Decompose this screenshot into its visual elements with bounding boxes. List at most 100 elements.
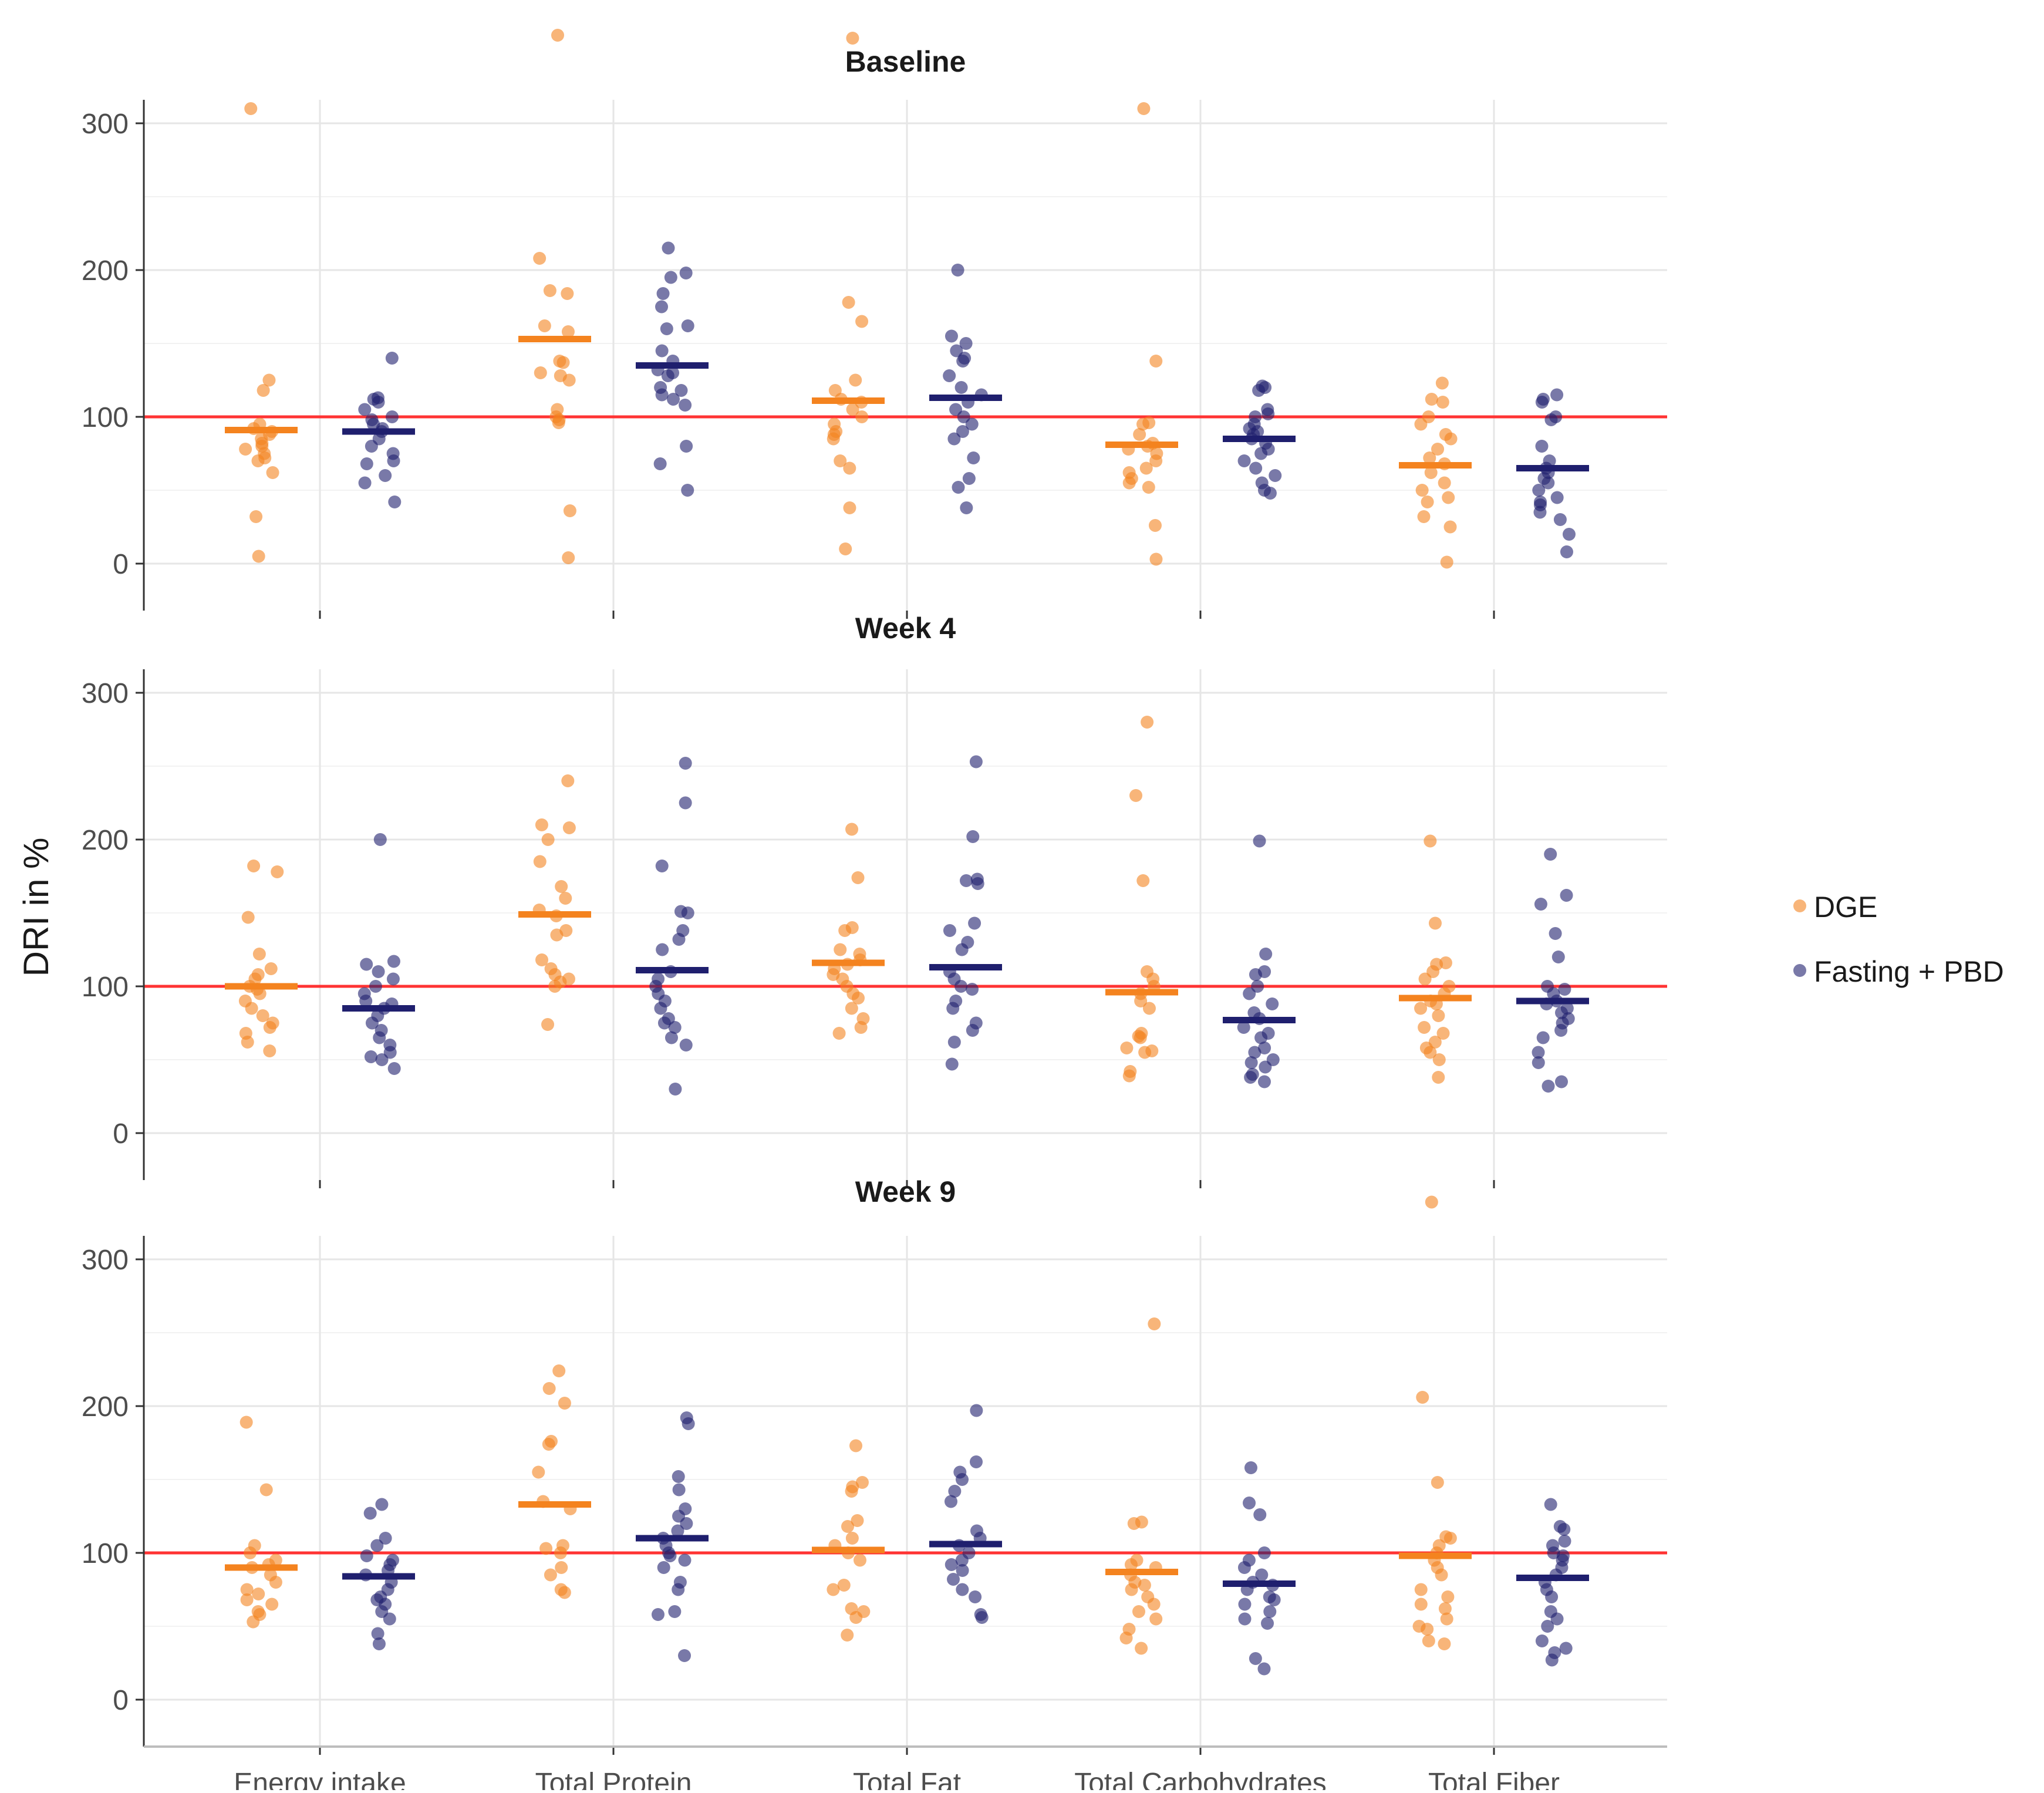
point-week-4-total-carbohydrates-fasting-pbd-5	[1243, 987, 1256, 1000]
point-baseline-total-fat-fasting-pbd-13	[956, 425, 969, 438]
point-week-9-total-fat-dge-15	[841, 1629, 854, 1642]
point-week-4-total-fat-fasting-pbd-3	[959, 874, 973, 887]
point-baseline-total-fat-fasting-pbd-1	[945, 329, 958, 343]
point-week-9-energy-intake-dge-11	[240, 1593, 254, 1606]
point-week-9-total-carbohydrates-fasting-pbd-2	[1253, 1508, 1267, 1521]
point-week-4-total-fat-dge-1	[851, 871, 865, 884]
point-baseline-total-protein-fasting-pbd-2	[664, 271, 677, 284]
text-layer: 0 100 200 300 Baseline 0 100 200 300 Week 4 0 100 20…	[16, 45, 1560, 1793]
point-baseline-total-fat-fasting-pbd-17	[952, 481, 965, 494]
point-week-9-total-protein-dge-5	[532, 1465, 545, 1479]
point-week-9-total-carbohydrates-dge-12	[1132, 1605, 1145, 1618]
point-week-4-energy-intake-fasting-pbd-2	[360, 958, 373, 971]
point-week-9-total-fat-fasting-pbd-17	[975, 1611, 989, 1624]
point-week-4-total-carbohydrates-dge-14	[1138, 1046, 1152, 1059]
point-baseline-total-protein-fasting-pbd-13	[674, 384, 688, 397]
point-week-4-total-fiber-dge-11	[1432, 1009, 1445, 1022]
point-week-4-total-protein-fasting-pbd-18	[679, 1039, 693, 1051]
point-week-4-energy-intake-dge-0	[247, 860, 261, 872]
point-week-9-total-fiber-dge-4	[1443, 1532, 1457, 1545]
point-week-9-total-protein-dge-4	[542, 1438, 555, 1451]
point-week-4-total-fat-fasting-pbd-14	[946, 1002, 960, 1015]
point-week-9-total-fiber-dge-12	[1414, 1597, 1428, 1611]
point-baseline-total-protein-dge-15	[563, 504, 576, 517]
point-baseline-total-protein-fasting-pbd-15	[667, 393, 680, 406]
x-tick-label-total-fat: Total Fat	[853, 1768, 961, 1790]
point-week-9-total-fat-dge-10	[837, 1579, 851, 1592]
point-baseline-total-protein-dge-4	[538, 319, 551, 332]
point-baseline-total-fiber-fasting-pbd-4	[1544, 413, 1558, 426]
point-week-4-total-carbohydrates-dge-11	[1134, 1031, 1147, 1044]
y-tick-label-week-9-200: 200	[82, 1391, 129, 1423]
point-week-4-total-carbohydrates-fasting-pbd-12	[1258, 1042, 1271, 1054]
point-baseline-total-fiber-dge-12	[1415, 484, 1429, 497]
point-week-4-total-carbohydrates-fasting-pbd-13	[1248, 1046, 1262, 1059]
point-baseline-total-fiber-fasting-pbd-11	[1532, 484, 1546, 497]
y-tick-label-week-9-300: 300	[82, 1245, 129, 1276]
point-week-4-total-fiber-fasting-pbd-15	[1536, 1031, 1550, 1044]
point-baseline-total-fiber-dge-17	[1440, 555, 1453, 569]
x-tick-label-energy-intake: Energy intake	[234, 1768, 406, 1790]
point-week-4-total-carbohydrates-fasting-pbd-6	[1266, 997, 1279, 1010]
point-baseline-total-fiber-dge-0	[1435, 376, 1449, 390]
point-week-4-total-fiber-fasting-pbd-0	[1544, 848, 1557, 861]
point-baseline-total-fiber-dge-11	[1438, 476, 1451, 490]
point-week-4-total-fiber-dge-5	[1418, 972, 1432, 986]
point-week-9-total-fat-fasting-pbd-13	[946, 1573, 960, 1586]
point-baseline-total-carbohydrates-dge-16	[1149, 552, 1163, 566]
point-week-4-total-carbohydrates-dge-16	[1122, 1069, 1136, 1083]
point-baseline-total-fiber-fasting-pbd-10	[1542, 476, 1555, 490]
point-week-4-energy-intake-dge-4	[264, 962, 278, 975]
point-week-9-energy-intake-fasting-pbd-4	[360, 1549, 373, 1562]
point-week-4-total-fiber-fasting-pbd-18	[1554, 1075, 1568, 1088]
point-week-9-total-fat-dge-9	[853, 1553, 866, 1567]
point-baseline-energy-intake-dge-14	[266, 466, 279, 479]
legend-label-fasting-pbd: Fasting + PBD	[1814, 955, 2004, 988]
point-week-4-total-protein-fasting-pbd-13	[654, 1002, 667, 1015]
point-week-9-total-carbohydrates-dge-0	[1148, 1317, 1161, 1330]
point-baseline-total-protein-fasting-pbd-1	[679, 267, 693, 279]
y-tick-label-baseline-200: 200	[82, 255, 129, 287]
point-baseline-total-fiber-fasting-pbd-2	[1535, 396, 1549, 409]
point-week-4-total-protein-fasting-pbd-7	[656, 943, 669, 956]
mean-layer	[225, 336, 1589, 1587]
panel-title-week-9: Week 9	[855, 1175, 956, 1208]
legend-label-dge: DGE	[1814, 891, 1877, 924]
point-week-9-total-fiber-fasting-pbd-16	[1535, 1634, 1549, 1647]
point-week-9-energy-intake-fasting-pbd-16	[371, 1627, 384, 1640]
point-week-4-total-protein-dge-2	[562, 821, 576, 834]
point-week-4-total-protein-dge-10	[550, 928, 564, 942]
point-baseline-total-fiber-dge-1	[1425, 393, 1438, 406]
point-baseline-total-protein-fasting-pbd-11	[661, 369, 674, 382]
y-tick-label-week-4-0: 0	[113, 1118, 129, 1150]
point-baseline-total-fat-fasting-pbd-15	[967, 451, 980, 464]
point-week-9-energy-intake-dge-8	[269, 1576, 282, 1589]
point-week-4-total-fiber-dge-18	[1432, 1071, 1445, 1084]
point-baseline-total-protein-fasting-pbd-7	[655, 344, 669, 358]
x-tick-label-total-protein: Total Protein	[535, 1768, 692, 1790]
point-baseline-energy-intake-dge-15	[249, 510, 263, 523]
point-week-4-total-fiber-dge-17	[1432, 1053, 1446, 1066]
point-baseline-total-fiber-dge-6	[1444, 432, 1458, 446]
point-week-4-total-protein-dge-1	[535, 818, 548, 831]
point-baseline-total-fat-dge-1	[842, 296, 855, 309]
point-week-4-total-fiber-fasting-pbd-4	[1551, 951, 1565, 963]
point-week-9-total-protein-dge-9	[539, 1542, 553, 1555]
point-baseline-energy-intake-fasting-pbd-0	[385, 352, 399, 365]
point-week-9-energy-intake-dge-10	[252, 1588, 265, 1600]
legend-key-fasting-pbd	[1793, 964, 1806, 977]
point-week-4-total-fiber-fasting-pbd-14	[1554, 1024, 1568, 1037]
point-baseline-total-fat-fasting-pbd-7	[954, 381, 968, 394]
point-baseline-energy-intake-fasting-pbd-4	[358, 403, 372, 416]
point-week-4-total-protein-fasting-pbd-0	[679, 757, 692, 770]
point-baseline-total-protein-dge-5	[561, 325, 575, 338]
point-baseline-energy-intake-dge-13	[251, 454, 265, 467]
point-week-4-total-fiber-fasting-pbd-3	[1549, 927, 1562, 940]
point-baseline-total-protein-fasting-pbd-17	[680, 440, 693, 453]
point-week-4-total-protein-fasting-pbd-4	[681, 906, 694, 919]
point-week-9-total-carbohydrates-fasting-pbd-6	[1255, 1568, 1269, 1582]
point-baseline-total-fat-dge-14	[843, 461, 856, 475]
point-baseline-total-carbohydrates-dge-9	[1149, 454, 1163, 467]
point-baseline-total-protein-dge-3	[561, 287, 574, 300]
point-baseline-energy-intake-dge-2	[257, 384, 270, 397]
